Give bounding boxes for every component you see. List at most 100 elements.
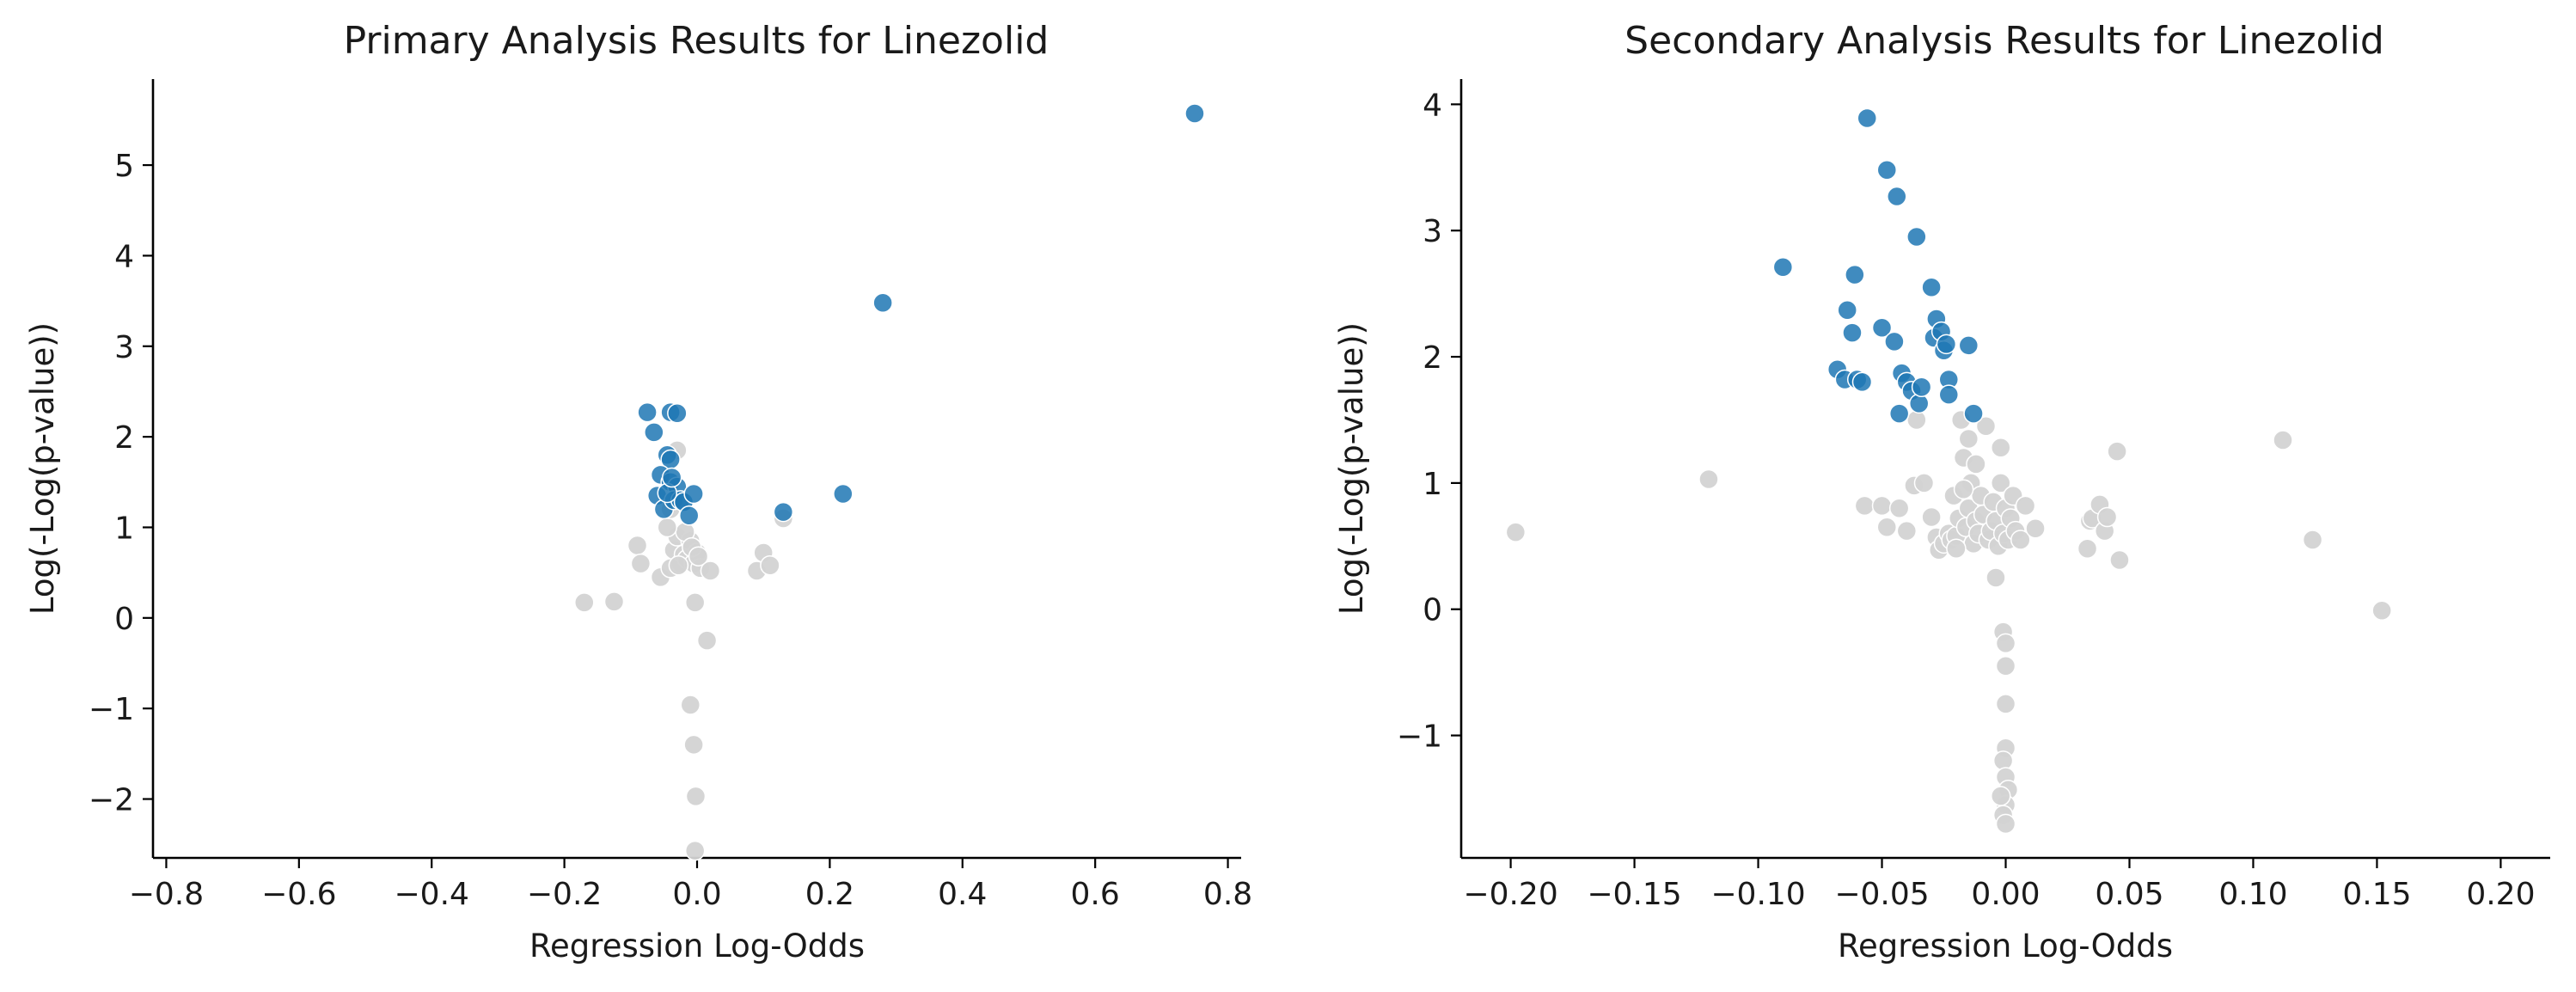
- x-tick-label: 0.0: [672, 877, 721, 912]
- nonsignificant-point: [2015, 495, 2036, 517]
- x-axis-ticks: −0.8 −0.6 −0.4 −0.2 0.0 0.2 0.4 0.6 0.8: [129, 858, 1252, 912]
- x-tick-label: −0.15: [1587, 877, 1681, 912]
- y-axis-label: Log(-Log(p-value)): [1333, 322, 1370, 615]
- nonsignificant-point: [1990, 786, 2011, 806]
- y-tick-label: 1: [114, 511, 134, 546]
- nonsignificant-point: [1958, 428, 1979, 450]
- nonsignificant-point: [684, 840, 706, 861]
- nonsignificant-point: [630, 553, 652, 574]
- x-tick-label: 0.00: [1971, 877, 2040, 912]
- x-tick-label: −0.10: [1710, 877, 1805, 912]
- nonsignificant-point: [1953, 479, 1974, 499]
- y-tick-label: −1: [89, 692, 134, 727]
- x-tick-label: 0.15: [2342, 877, 2411, 912]
- y-axis-ticks: −2 −1 0 1 2 3 4 5: [89, 149, 153, 818]
- nonsignificant-point: [2302, 530, 2323, 550]
- nonsignificant-point: [1946, 538, 1967, 559]
- scatter-points: [1505, 107, 2392, 835]
- x-tick-label: −0.8: [129, 877, 204, 912]
- significant-point: [1887, 186, 1907, 207]
- nonsignificant-point: [1921, 506, 1942, 528]
- nonsignificant-point: [688, 546, 709, 566]
- nonsignificant-point: [657, 517, 678, 538]
- significant-point: [1851, 371, 1873, 393]
- x-tick-label: 0.10: [2218, 877, 2287, 912]
- y-tick-label: −1: [1397, 720, 1442, 755]
- significant-point: [678, 505, 700, 526]
- nonsignificant-point: [696, 630, 718, 651]
- x-tick-label: 0.05: [2095, 877, 2163, 912]
- x-axis-ticks: −0.20 −0.15 −0.10 −0.05 0.00 0.05 0.10 0.15 0.20: [1463, 858, 2535, 912]
- y-tick-label: −2: [89, 783, 134, 818]
- nonsignificant-point: [2077, 538, 2098, 559]
- nonsignificant-point: [684, 592, 706, 613]
- y-axis-ticks: −1 0 1 2 3 4: [1397, 88, 1461, 755]
- significant-point: [1921, 277, 1942, 298]
- significant-point: [773, 501, 794, 523]
- y-tick-label: 4: [114, 239, 134, 274]
- x-tick-label: −0.20: [1463, 877, 1557, 912]
- significant-point: [683, 483, 704, 505]
- nonsignificant-point: [1975, 416, 1997, 437]
- x-tick-label: 0.6: [1071, 877, 1120, 912]
- x-tick-label: 0.2: [805, 877, 854, 912]
- nonsignificant-point: [1986, 567, 2006, 588]
- significant-point: [1963, 403, 1984, 424]
- nonsignificant-point: [1913, 473, 1935, 493]
- nonsignificant-point: [700, 560, 721, 581]
- nonsignificant-point: [680, 695, 701, 715]
- nonsignificant-point: [2107, 441, 2127, 462]
- x-tick-label: −0.05: [1834, 877, 1929, 912]
- significant-point: [1876, 159, 1898, 181]
- x-tick-label: 0.20: [2466, 877, 2535, 912]
- significant-point: [667, 402, 688, 424]
- y-tick-label: 2: [1423, 340, 1442, 376]
- significant-point: [1911, 377, 1932, 398]
- nonsignificant-point: [603, 591, 625, 612]
- y-tick-label: 0: [1423, 593, 1442, 628]
- nonsignificant-point: [2010, 530, 2031, 550]
- significant-point: [833, 483, 854, 505]
- y-tick-label: 2: [114, 420, 134, 456]
- chart-primary: Primary Analysis Results for Linezolid −…: [24, 19, 1252, 964]
- nonsignificant-point: [1854, 495, 1875, 517]
- significant-point: [1958, 335, 1979, 356]
- y-tick-label: 1: [1423, 467, 1442, 502]
- significant-point: [1938, 384, 1960, 405]
- significant-point: [1184, 103, 1205, 124]
- nonsignificant-point: [683, 734, 704, 756]
- significant-point: [637, 401, 658, 423]
- nonsignificant-point: [2273, 430, 2293, 450]
- nonsignificant-point: [668, 554, 689, 576]
- significant-point: [1857, 107, 1877, 129]
- nonsignificant-point: [574, 592, 595, 613]
- nonsignificant-point: [1888, 498, 1910, 519]
- x-tick-label: 0.4: [938, 877, 987, 912]
- nonsignificant-point: [1995, 633, 2016, 654]
- y-tick-label: 5: [114, 149, 134, 184]
- nonsignificant-point: [1871, 495, 1893, 517]
- significant-point: [644, 422, 664, 443]
- x-tick-label: −0.4: [395, 877, 469, 912]
- x-tick-label: −0.6: [261, 877, 336, 912]
- nonsignificant-point: [685, 786, 707, 807]
- significant-point: [1837, 299, 1857, 321]
- x-tick-label: 0.8: [1203, 877, 1252, 912]
- nonsignificant-point: [2109, 549, 2130, 571]
- nonsignificant-point: [1876, 517, 1898, 538]
- nonsignificant-point: [1698, 468, 1719, 490]
- nonsignificant-point: [760, 554, 780, 576]
- significant-point: [661, 467, 682, 488]
- significant-point: [1842, 322, 1863, 343]
- y-tick-label: 3: [114, 330, 134, 365]
- nonsignificant-point: [2096, 506, 2118, 528]
- scatter-points: [574, 103, 1205, 861]
- nonsignificant-point: [2025, 517, 2046, 539]
- nonsignificant-point: [1896, 520, 1918, 542]
- nonsignificant-point: [1995, 694, 2016, 714]
- y-tick-label: 0: [114, 602, 134, 637]
- chart-title: Secondary Analysis Results for Linezolid: [1625, 19, 2384, 63]
- nonsignificant-point: [1966, 454, 1986, 475]
- nonsignificant-point: [2371, 600, 2392, 621]
